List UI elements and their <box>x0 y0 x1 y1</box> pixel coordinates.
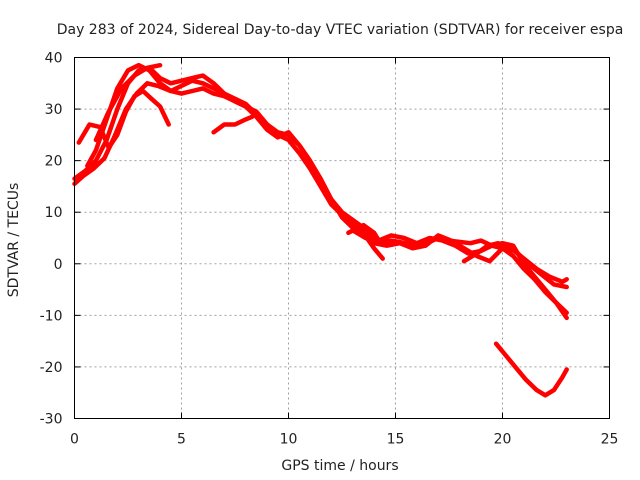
y-tick-label: -20 <box>40 360 63 376</box>
series-line-sat-j <box>461 240 569 285</box>
x-tick-label: 5 <box>177 432 186 448</box>
y-tick-label: 30 <box>45 102 63 118</box>
y-tick-label: -30 <box>40 412 63 428</box>
axis-ticks: 0 5 10 15 20 25 -30 -20 -10 0 10 20 30 40 <box>40 51 619 448</box>
series-line-sat-d <box>76 88 171 151</box>
x-tick-label: 20 <box>494 432 512 448</box>
y-tick-label: 0 <box>54 257 63 273</box>
x-tick-label: 25 <box>601 432 619 448</box>
y-tick-label: 20 <box>45 154 63 170</box>
x-tick-label: 0 <box>70 432 79 448</box>
x-tick-label: 15 <box>387 432 405 448</box>
series-line-sat-f <box>211 114 255 135</box>
y-tick-label: 10 <box>45 205 63 221</box>
y-tick-label: -10 <box>40 308 63 324</box>
series-line-sat-k <box>493 341 569 398</box>
y-tick-label: 40 <box>45 51 63 67</box>
chart-title: Day 283 of 2024, Sidereal Day-to-day VTE… <box>57 22 624 38</box>
y-axis-title: SDTVAR / TECUs <box>6 183 22 298</box>
series-line-sat-c <box>85 62 385 261</box>
series-layer <box>72 62 569 398</box>
grid <box>74 57 610 419</box>
x-axis-title: GPS time / hours <box>281 458 398 474</box>
series-line-sat-e <box>93 62 163 143</box>
plot-frame <box>74 57 610 419</box>
x-tick-label: 10 <box>280 432 298 448</box>
